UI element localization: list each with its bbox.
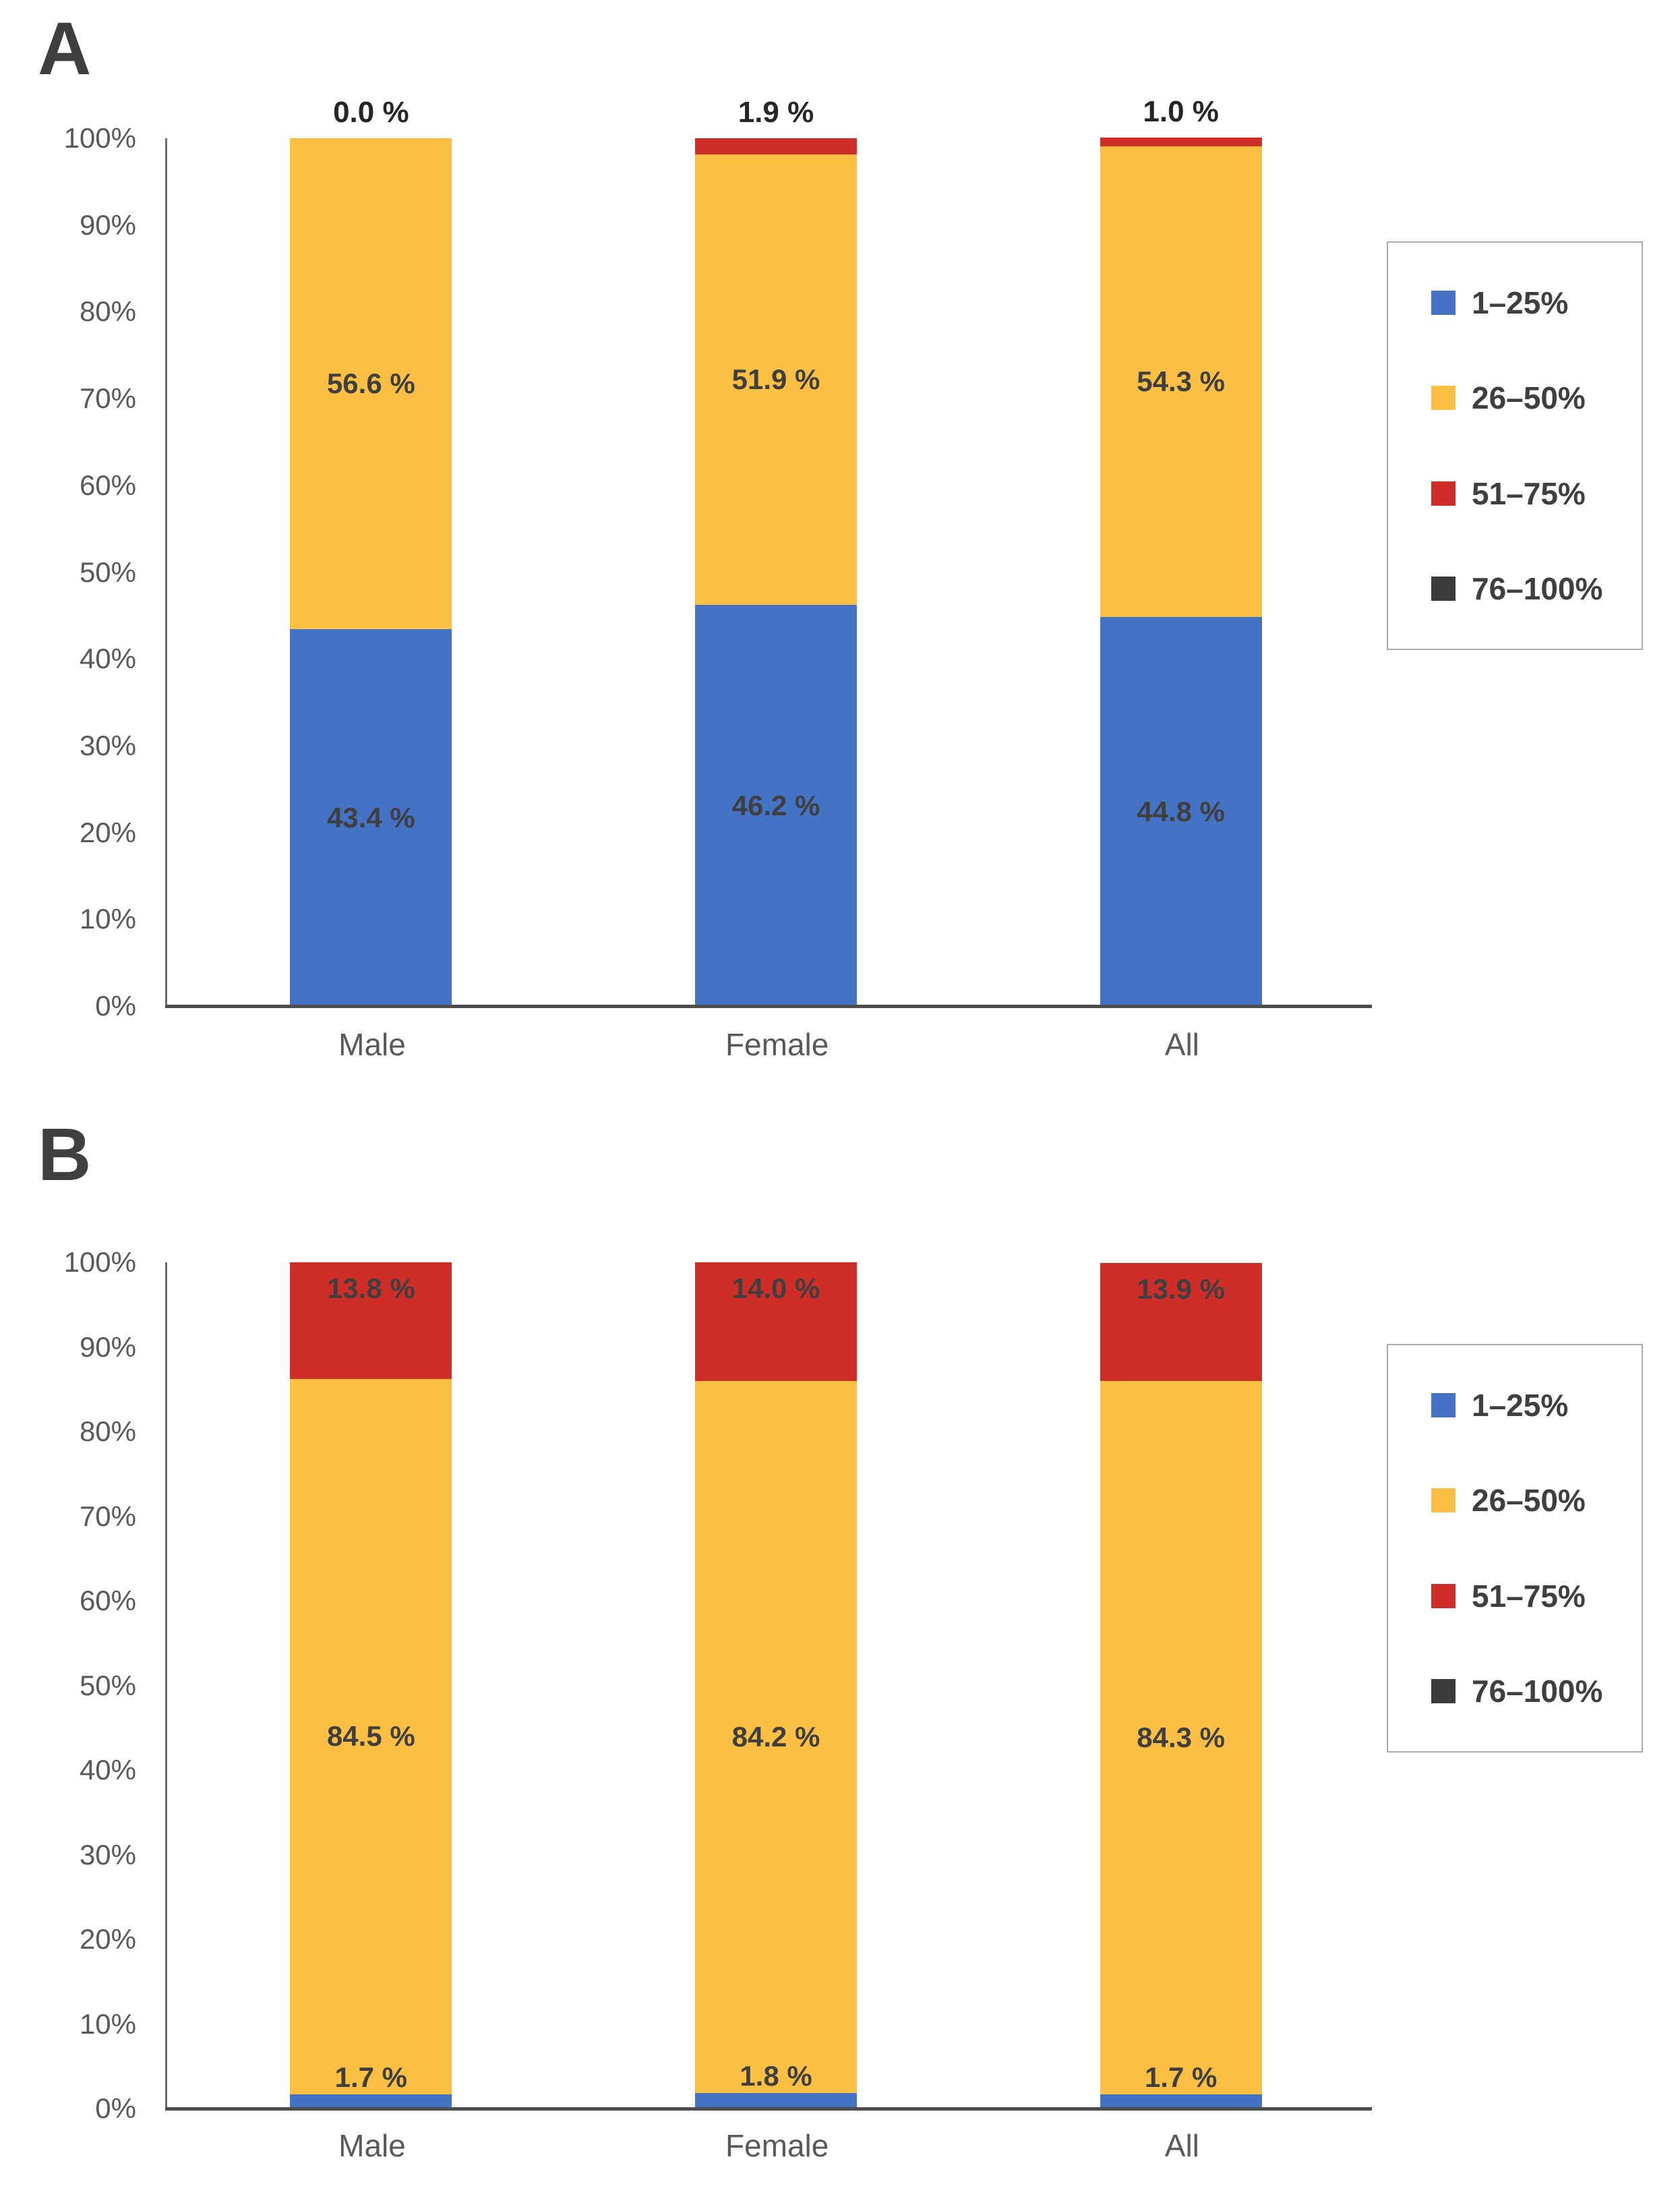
bar-top-label: 0.0 % xyxy=(333,96,409,129)
legend-swatch-icon xyxy=(1431,291,1456,315)
y-axis-tick-label: 80% xyxy=(79,295,136,328)
y-axis-tick-label: 40% xyxy=(79,1754,136,1786)
bar-segment-26-50--male xyxy=(290,138,452,630)
y-axis-tick-label: 70% xyxy=(79,1500,136,1532)
y-axis-tick-label: 50% xyxy=(79,556,136,588)
legend-swatch-icon xyxy=(1431,576,1456,601)
bar-segment-1-25--all xyxy=(1100,617,1262,1006)
y-axis-tick-label: 100% xyxy=(63,122,136,154)
y-axis-tick-label: 50% xyxy=(79,1669,136,1701)
data-label: 14.0 % xyxy=(731,1272,820,1304)
y-axis-tick-label: 30% xyxy=(79,1838,136,1871)
y-axis-tick-label: 30% xyxy=(79,729,136,761)
bar-segment-26-50--all xyxy=(1100,1380,1262,2094)
legend-item: 51–75% xyxy=(1431,475,1635,512)
bar-segment-1-25--female xyxy=(695,605,857,1006)
data-label: 84.5 % xyxy=(326,1720,415,1753)
bar-segment-51-75--female xyxy=(695,138,857,155)
bar-segment-1-25--all xyxy=(1100,2094,1262,2109)
bar-segment-26-50--female xyxy=(695,154,857,606)
legend-label: 76–100% xyxy=(1472,570,1603,606)
x-axis-line xyxy=(165,2107,1372,2111)
y-axis-tick-label: 60% xyxy=(79,1585,136,1616)
data-label: 84.2 % xyxy=(731,1721,820,1753)
panel-b: B 0% 10% 20% 30% 40% 50% 60% 70% 80% 90% 100% 1.7 %… xyxy=(0,1103,1680,2207)
bar-segment-51-75--male xyxy=(290,1262,452,1380)
legend-swatch-icon xyxy=(1431,1393,1456,1417)
legend-swatch-icon xyxy=(1431,1583,1456,1608)
data-label: 1.8 % xyxy=(740,2060,812,2092)
data-label: 13.9 % xyxy=(1137,1273,1226,1305)
legend-item: 26–50% xyxy=(1431,1482,1635,1519)
bar-segment-1-25--male xyxy=(290,629,452,1006)
bar-segment-26-50--male xyxy=(290,1379,452,2094)
category-label-female: Female xyxy=(725,2128,829,2163)
y-axis-tick-label: 0% xyxy=(95,2092,136,2124)
y-axis-tick-label: 0% xyxy=(95,990,136,1022)
y-axis-tick-label: 10% xyxy=(79,903,136,935)
data-label: 46.2 % xyxy=(731,789,820,821)
y-axis-tick-label: 20% xyxy=(79,1923,136,1955)
bar-segment-51-75--all xyxy=(1100,1263,1262,1381)
legend-label: 1–25% xyxy=(1472,1388,1569,1423)
legend-label: 26–50% xyxy=(1472,380,1586,416)
data-label: 54.3 % xyxy=(1137,365,1226,397)
category-label-female: Female xyxy=(725,1027,829,1062)
y-axis-tick-label: 40% xyxy=(79,643,136,675)
legend-swatch-icon xyxy=(1431,1678,1456,1703)
legend-box: 1–25% 26–50% 51–75% 76–100% xyxy=(1387,241,1643,650)
legend-box: 1–25% 26–50% 51–75% 76–100% xyxy=(1387,1344,1643,1753)
y-axis-line xyxy=(165,1262,167,2110)
data-label: 1.7 % xyxy=(334,2061,408,2093)
bar-segment-26-50--female xyxy=(695,1380,857,2094)
data-label: 13.8 % xyxy=(326,1272,415,1304)
legend-swatch-icon xyxy=(1431,1488,1456,1513)
y-axis-tick-label: 60% xyxy=(79,469,136,501)
legend-item: 51–75% xyxy=(1431,1578,1635,1614)
y-axis-tick-label: 90% xyxy=(79,208,136,241)
data-label: 43.4 % xyxy=(326,801,415,833)
y-axis-tick-label: 90% xyxy=(79,1330,136,1363)
panel-a: A 0% 10% 20% 30% 40% 50% 60% 70% 80% 90% 100% 43.4 … xyxy=(0,0,1680,1103)
legend-item: 76–100% xyxy=(1431,570,1635,607)
legend-swatch-icon xyxy=(1431,481,1456,506)
x-axis-line xyxy=(165,1005,1372,1008)
y-axis-line xyxy=(165,138,167,1007)
bar-segment-1-25--female xyxy=(695,2093,857,2109)
legend-label: 51–75% xyxy=(1472,475,1586,511)
panel-a-letter: A xyxy=(38,7,92,90)
legend-label: 51–75% xyxy=(1472,1578,1586,1614)
legend-label: 76–100% xyxy=(1472,1673,1603,1709)
data-label: 84.3 % xyxy=(1137,1721,1226,1753)
legend-label: 26–50% xyxy=(1472,1483,1586,1519)
legend-label: 1–25% xyxy=(1472,285,1569,320)
legend-item: 1–25% xyxy=(1431,1387,1635,1423)
y-axis-tick-label: 80% xyxy=(79,1415,136,1447)
legend-item: 26–50% xyxy=(1431,380,1635,416)
y-axis-tick-label: 70% xyxy=(79,382,136,415)
y-axis-tick-label: 100% xyxy=(63,1246,136,1278)
panel-b-letter: B xyxy=(38,1113,92,1196)
data-label: 44.8 % xyxy=(1137,795,1226,827)
legend-item: 76–100% xyxy=(1431,1673,1635,1709)
bar-top-label: 1.0 % xyxy=(1143,94,1219,128)
bar-segment-1-25--male xyxy=(290,2094,452,2109)
y-axis-tick-label: 20% xyxy=(79,816,136,848)
bar-top-label: 1.9 % xyxy=(738,96,814,129)
data-label: 56.6 % xyxy=(326,367,415,400)
bar-segment-51-75--female xyxy=(695,1262,857,1381)
y-axis-tick-label: 10% xyxy=(79,2007,136,2040)
category-label-male: Male xyxy=(338,1027,406,1062)
category-label-all: All xyxy=(1164,1027,1199,1062)
category-label-male: Male xyxy=(338,2128,406,2163)
legend-swatch-icon xyxy=(1431,386,1456,411)
bar-segment-51-75--all xyxy=(1100,137,1262,146)
data-label: 51.9 % xyxy=(731,363,820,396)
legend-item: 1–25% xyxy=(1431,285,1635,321)
category-label-all: All xyxy=(1164,2128,1199,2163)
data-label: 1.7 % xyxy=(1144,2061,1218,2093)
bar-segment-26-50--all xyxy=(1100,146,1262,618)
